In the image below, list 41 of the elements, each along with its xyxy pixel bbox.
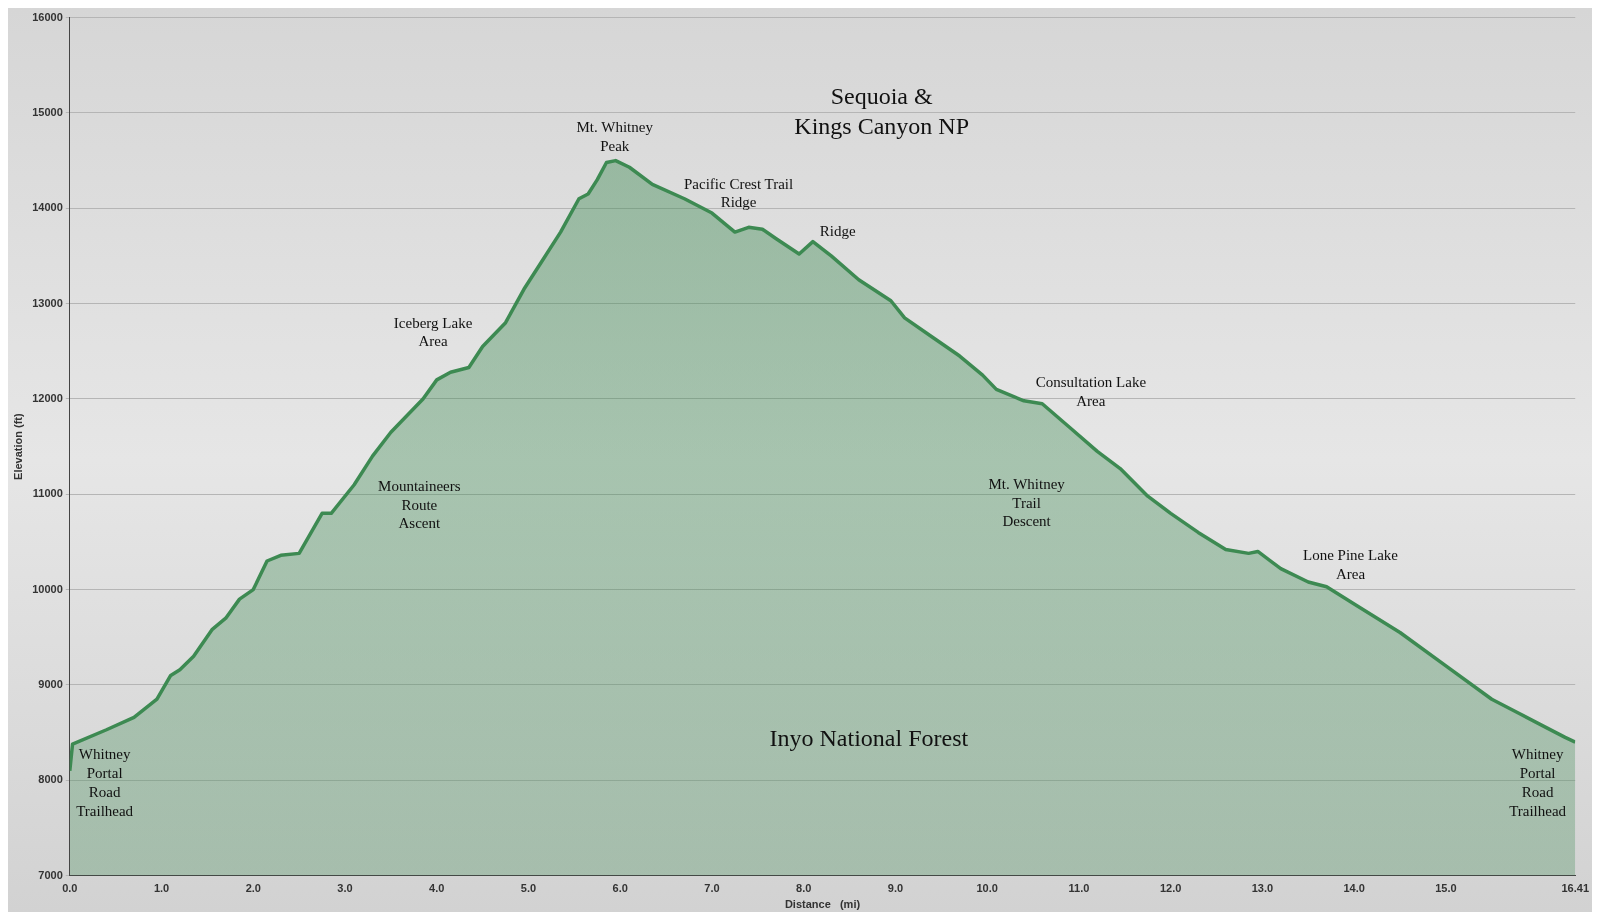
y-tick-label: 10000 bbox=[32, 582, 63, 595]
annotation: Whitney Portal Road Trailhead bbox=[1509, 746, 1567, 819]
annotation: Mt. Whitney Trail Descent bbox=[988, 475, 1066, 530]
x-tick-label: 4.0 bbox=[429, 882, 445, 895]
x-tick-label: 0.0 bbox=[62, 882, 78, 895]
y-tick-label: 16000 bbox=[32, 10, 63, 23]
y-tick-label: 7000 bbox=[38, 868, 63, 881]
x-tick-label: 14.0 bbox=[1343, 882, 1365, 895]
annotation: Consultation Lake Area bbox=[1035, 373, 1147, 409]
annotation: Mt. Whitney Peak bbox=[576, 119, 654, 155]
annotation: Whitney Portal Road Trailhead bbox=[76, 746, 134, 819]
annotation: Inyo National Forest bbox=[769, 724, 969, 751]
x-tick-label: 12.0 bbox=[1159, 882, 1182, 895]
x-axis-title: Distance (mi) bbox=[784, 898, 861, 911]
x-tick-label: 8.0 bbox=[796, 882, 812, 895]
x-tick-label: 1.0 bbox=[153, 882, 170, 895]
y-tick-label: 9000 bbox=[38, 677, 63, 690]
y-tick-label: 11000 bbox=[32, 487, 63, 500]
x-tick-label: 6.0 bbox=[612, 882, 628, 895]
x-tick-label: 13.0 bbox=[1251, 882, 1274, 895]
y-tick-label: 14000 bbox=[32, 201, 63, 214]
annotation: Ridge bbox=[819, 223, 856, 240]
x-tick-label: 2.0 bbox=[245, 882, 261, 895]
annotation: Pacific Crest Trail Ridge bbox=[683, 175, 794, 211]
annotation: Mountaineers Route Ascent bbox=[378, 477, 461, 532]
y-axis-title: Elevation (ft) bbox=[11, 412, 24, 480]
y-tick-label: 13000 bbox=[32, 296, 63, 309]
x-tick-label: 3.0 bbox=[337, 882, 353, 895]
y-tick-label: 8000 bbox=[38, 773, 63, 786]
annotation: Sequoia & Kings Canyon NP bbox=[794, 83, 970, 140]
x-tick-label: 11.0 bbox=[1068, 882, 1090, 895]
y-tick-label: 15000 bbox=[32, 105, 63, 118]
x-tick-label: 9.0 bbox=[887, 882, 904, 895]
annotation: Lone Pine Lake Area bbox=[1302, 547, 1399, 583]
y-tick-label: 12000 bbox=[32, 391, 63, 404]
x-tick-label: 7.0 bbox=[704, 882, 720, 895]
x-tick-label: 5.0 bbox=[520, 882, 537, 895]
x-tick-label: 15.0 bbox=[1435, 882, 1457, 895]
x-tick-label: 10.0 bbox=[976, 882, 998, 895]
x-tick-label: 16.41 bbox=[1561, 882, 1589, 895]
annotation: Iceberg Lake Area bbox=[393, 314, 473, 350]
